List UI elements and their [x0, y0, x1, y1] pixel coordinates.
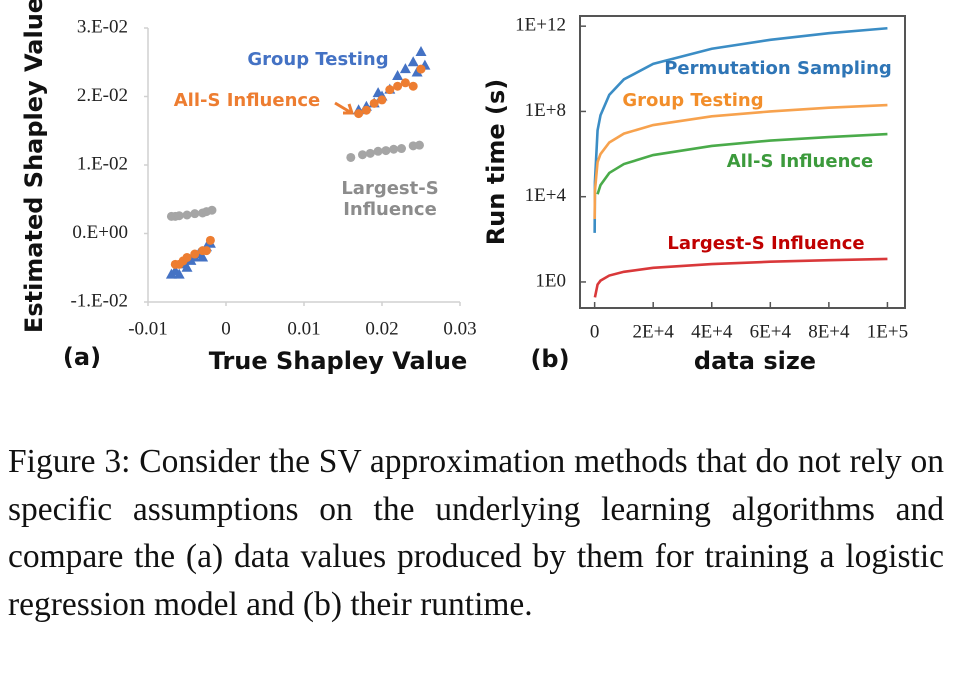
panel-label: (a)	[63, 343, 101, 371]
x-axis-title: data size	[694, 347, 816, 375]
series-label: Largest-S Influence	[667, 233, 864, 254]
x-tick-label: 4E+4	[691, 321, 733, 342]
series-label: Group Testing	[622, 90, 763, 111]
point	[197, 251, 209, 262]
y-axis-title: Estimated Shapley Value	[20, 0, 48, 333]
point	[393, 81, 403, 91]
point	[373, 146, 383, 156]
line	[593, 26, 888, 233]
y-tick-label: 1E0	[535, 270, 566, 291]
y-tick-label: -1.E-02	[70, 290, 128, 311]
x-tick-label: 0.01	[287, 318, 320, 339]
point	[407, 56, 419, 67]
point	[369, 98, 379, 108]
x-tick-label: 0	[590, 321, 600, 342]
point	[358, 150, 367, 160]
point	[181, 261, 193, 272]
point	[205, 235, 215, 245]
point	[416, 64, 426, 74]
y-axis-title: Run time (s)	[482, 79, 510, 246]
point	[385, 85, 395, 95]
point	[361, 105, 371, 115]
point	[346, 152, 356, 162]
line	[596, 132, 888, 195]
y-tick-label: 1E+4	[525, 185, 567, 206]
y-tick-label: 3.E-02	[77, 16, 128, 37]
point	[414, 140, 424, 150]
point	[411, 66, 423, 77]
series-label: Largest-S Influence	[341, 178, 439, 220]
series-label: All-S Influence	[727, 151, 874, 172]
series-label: Group Testing	[247, 49, 388, 70]
point	[190, 249, 200, 259]
point	[207, 205, 217, 215]
y-tick-label: 1.E-02	[77, 153, 128, 174]
x-tick-label: 0.03	[443, 318, 476, 339]
point	[415, 45, 427, 56]
point	[389, 144, 399, 154]
point	[182, 210, 192, 220]
point	[381, 146, 391, 156]
caption: Figure 3: Consider the SV approximation …	[8, 443, 944, 623]
x-tick-label: 2E+4	[633, 321, 675, 342]
point	[392, 69, 404, 80]
series-label: Permutation Sampling	[664, 58, 892, 79]
y-tick-label: 1E+8	[525, 100, 566, 121]
x-tick-label: -0.01	[128, 318, 168, 339]
point	[397, 144, 406, 154]
point	[174, 211, 184, 221]
point	[182, 252, 192, 262]
point	[202, 246, 211, 256]
point	[399, 63, 411, 74]
point	[173, 268, 185, 279]
annotation-arrow	[334, 101, 355, 115]
x-tick-label: 8E+4	[808, 321, 850, 342]
point	[365, 148, 375, 158]
point	[377, 95, 387, 105]
x-tick-label: 0	[221, 318, 231, 339]
point	[354, 109, 364, 119]
y-tick-label: 1E+12	[515, 15, 566, 36]
series-label: All-S Influence	[174, 90, 321, 111]
line	[593, 103, 888, 219]
y-tick-label: 0.E+00	[72, 222, 128, 243]
line	[593, 257, 888, 298]
x-tick-label: 6E+4	[750, 321, 792, 342]
panel-label: (b)	[530, 345, 569, 373]
point	[400, 78, 410, 88]
x-tick-label: 0.02	[365, 318, 398, 339]
x-axis-title: True Shapley Value	[209, 347, 468, 375]
x-tick-label: 1E+5	[867, 321, 908, 342]
point	[190, 209, 200, 219]
plot-frame	[579, 15, 906, 309]
figure: -1.E-02 0.E+00 1.E-02 2.E-02 3.E-02 -0.01 0 0.0…	[20, 0, 908, 375]
point	[408, 81, 418, 91]
y-tick-label: 2.E-02	[77, 85, 128, 106]
